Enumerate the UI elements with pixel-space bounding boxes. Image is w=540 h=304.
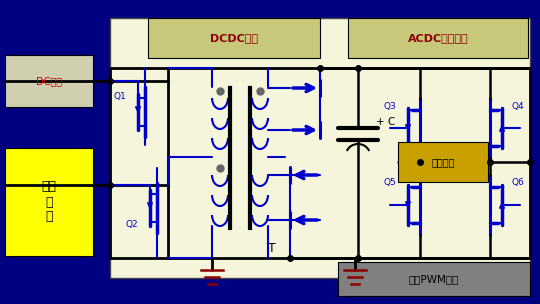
Text: 全桥PWM控制: 全桥PWM控制 [409, 274, 459, 284]
Text: Q1: Q1 [113, 92, 126, 101]
Text: T: T [268, 241, 276, 254]
Text: ACDC全桥逆变: ACDC全桥逆变 [408, 33, 468, 43]
Text: 推挽
控
制: 推挽 控 制 [42, 181, 57, 223]
Text: Q5: Q5 [383, 178, 396, 188]
Bar [148, 18, 320, 58]
Text: + C: + C [376, 117, 396, 127]
Text: DCDC升压: DCDC升压 [210, 33, 258, 43]
Text: Q4: Q4 [512, 102, 524, 110]
Bar [348, 18, 528, 58]
Text: Q3: Q3 [383, 102, 396, 110]
Bar [5, 55, 93, 107]
Bar [338, 262, 530, 296]
Bar [398, 142, 488, 182]
Bar [110, 18, 530, 278]
Text: DC输入: DC输入 [36, 76, 62, 86]
Text: 交流输出: 交流输出 [431, 157, 455, 167]
Text: Q6: Q6 [511, 178, 524, 188]
Bar [5, 148, 93, 256]
Text: Q2: Q2 [126, 219, 138, 229]
